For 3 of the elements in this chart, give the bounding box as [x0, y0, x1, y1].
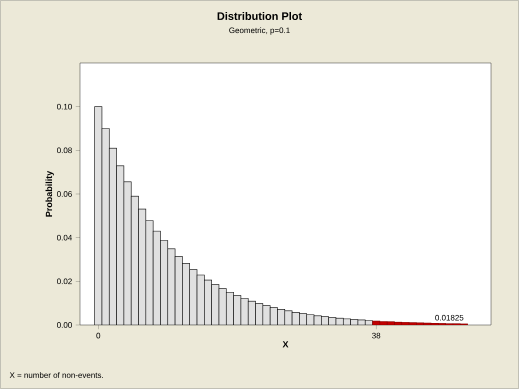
y-axis-title: Probability — [46, 170, 54, 217]
x-axis-title: X — [282, 341, 288, 348]
chart-title: Distribution Plot — [218, 12, 302, 20]
